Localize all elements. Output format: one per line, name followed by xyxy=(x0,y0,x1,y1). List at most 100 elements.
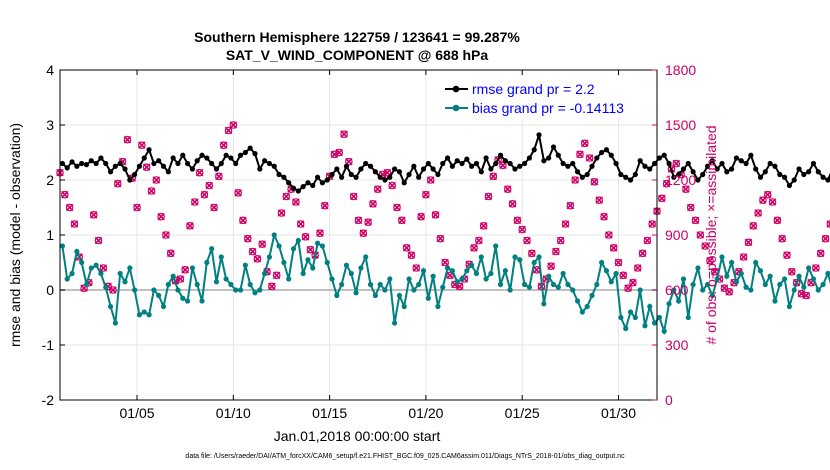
obs-possible-point xyxy=(576,150,584,159)
bias-point xyxy=(449,268,455,274)
rmse-point xyxy=(791,177,797,183)
obs-cross-stroke xyxy=(518,225,526,234)
rmse-point xyxy=(651,160,658,167)
rmse-point xyxy=(608,152,614,158)
obs-cross-stroke xyxy=(658,194,666,203)
obs-cross-stroke xyxy=(244,234,252,243)
obs-assimilated-point xyxy=(475,236,483,245)
obs-possible-point xyxy=(282,192,291,201)
obs-cross-stroke xyxy=(778,234,786,243)
bias-point xyxy=(127,265,133,271)
bias-point xyxy=(541,301,547,307)
obs-cross-stroke xyxy=(479,222,488,230)
obs-cross-stroke xyxy=(475,236,483,245)
obs-cross-stroke xyxy=(513,216,522,225)
obs-possible-point xyxy=(658,194,666,203)
bias-point xyxy=(473,270,480,277)
bias-point xyxy=(603,268,610,274)
obs-possible-point xyxy=(508,200,517,208)
obs-possible-point xyxy=(369,200,377,208)
obs-assimilated-point xyxy=(402,244,411,252)
obs-cross-stroke xyxy=(417,212,425,221)
obs-cross-stroke xyxy=(316,229,324,237)
obs-possible-point xyxy=(547,262,555,270)
obs-cross-stroke xyxy=(648,220,656,228)
bias-point xyxy=(79,259,85,266)
obs-possible-point xyxy=(272,271,281,280)
rmse-point xyxy=(526,155,533,161)
bias-point xyxy=(676,298,682,304)
obs-cross-stroke xyxy=(633,264,642,272)
obs-possible-point xyxy=(739,253,748,261)
bias-point xyxy=(146,312,152,318)
obs-cross-stroke xyxy=(61,190,69,199)
obs-cross-stroke xyxy=(89,211,98,219)
rmse-point xyxy=(305,180,311,186)
obs-cross-stroke xyxy=(508,200,517,208)
obs-possible-point xyxy=(609,244,618,252)
obs-possible-point xyxy=(821,234,830,243)
bias-point xyxy=(502,268,508,274)
legend-bias-marker xyxy=(452,104,460,112)
rmse-point xyxy=(685,160,691,167)
obs-possible-point xyxy=(431,211,440,219)
obs-cross-stroke xyxy=(94,236,103,245)
obs-assimilated-point xyxy=(441,258,449,267)
bias-point xyxy=(757,268,764,274)
obs-possible-point xyxy=(345,157,353,166)
bias-point xyxy=(733,279,740,285)
bias-point xyxy=(242,262,248,268)
obs-assimilated-point xyxy=(219,141,228,149)
rmse-point xyxy=(247,145,253,151)
obs-assimilated-point xyxy=(691,216,700,225)
obs-assimilated-point xyxy=(412,264,421,272)
obs-assimilated-point xyxy=(503,185,512,193)
obs-possible-point xyxy=(398,216,406,225)
y-left-tick-label: 3 xyxy=(46,117,54,133)
rmse-point xyxy=(690,169,696,175)
bias-point xyxy=(647,303,653,310)
obs-cross-stroke xyxy=(176,275,185,283)
obs-cross-stroke xyxy=(812,264,820,272)
bias-point xyxy=(416,281,422,288)
obs-possible-point xyxy=(94,236,103,245)
obs-possible-point xyxy=(292,198,300,206)
obs-assimilated-point xyxy=(321,201,329,210)
bias-point xyxy=(493,243,499,249)
obs-possible-point xyxy=(749,222,758,230)
rmse-point xyxy=(772,163,778,169)
obs-possible-point xyxy=(89,211,98,219)
bias-point xyxy=(247,281,253,288)
obs-cross-stroke xyxy=(720,284,729,292)
bias-point xyxy=(252,290,258,296)
bias-point xyxy=(136,312,143,318)
footer-data-file: data file: /Users/raeder/DAI/ATM_forcXX/… xyxy=(185,453,625,460)
obs-assimilated-point xyxy=(816,249,825,258)
rmse-point xyxy=(464,156,470,162)
obs-cross-stroke xyxy=(436,234,445,243)
bias-point xyxy=(392,320,398,326)
obs-cross-stroke xyxy=(581,139,589,148)
obs-assimilated-point xyxy=(576,150,584,159)
bias-point xyxy=(93,262,99,268)
bias-point xyxy=(555,284,561,290)
rmse-point xyxy=(262,158,268,164)
rmse-point xyxy=(786,182,792,189)
obs-cross-stroke xyxy=(749,222,758,230)
obs-possible-point xyxy=(513,216,522,225)
obs-assimilated-point xyxy=(590,178,599,186)
rmse-point xyxy=(180,152,186,158)
bias-point xyxy=(729,259,735,266)
obs-possible-point xyxy=(210,203,218,212)
obs-assimilated-point xyxy=(186,222,194,230)
y-left-tick-label: -2 xyxy=(42,392,55,408)
rmse-point xyxy=(801,171,807,178)
obs-assimilated-point xyxy=(89,211,98,219)
obs-possible-point xyxy=(763,190,772,199)
bias-point xyxy=(801,284,807,290)
obs-assimilated-point xyxy=(701,242,709,250)
rmse-point xyxy=(618,171,624,178)
obs-assimilated-point xyxy=(349,192,358,201)
rmse-point xyxy=(666,160,672,167)
obs-assimilated-point xyxy=(94,236,103,245)
